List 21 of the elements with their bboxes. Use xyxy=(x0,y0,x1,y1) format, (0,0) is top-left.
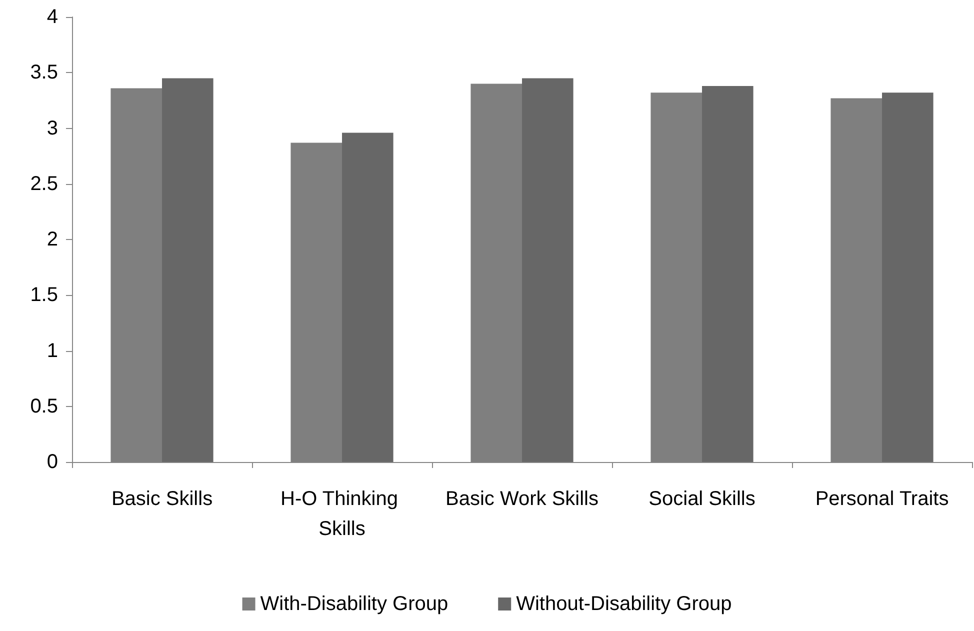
x-tick-label: Personal Traits xyxy=(815,488,949,510)
y-tick-label: 2.5 xyxy=(30,172,58,195)
bar xyxy=(342,132,394,462)
y-tick-label: 3 xyxy=(46,117,58,140)
x-tick-label: Basic Work Skills xyxy=(446,488,598,510)
x-tick-label: H-O Thinking Skills xyxy=(280,488,404,540)
bar xyxy=(162,78,214,462)
y-tick-label: 4 xyxy=(46,6,58,28)
y-tick-label: 1 xyxy=(46,340,58,362)
y-tick-label: 0.5 xyxy=(30,395,58,418)
y-tick-label: 1.5 xyxy=(30,284,58,306)
bar xyxy=(882,92,934,462)
y-tick-label: 0 xyxy=(46,451,58,473)
bar xyxy=(522,78,574,462)
x-tick-label: Basic Skills xyxy=(111,488,213,510)
x-tick-label: Social Skills xyxy=(648,488,756,510)
y-tick-label: 3.5 xyxy=(30,62,58,84)
legend-label: Without-Disability Group xyxy=(516,593,732,615)
bar xyxy=(702,86,754,462)
legend-label: With-Disability Group xyxy=(260,593,448,615)
y-tick-label: 2 xyxy=(46,228,58,250)
